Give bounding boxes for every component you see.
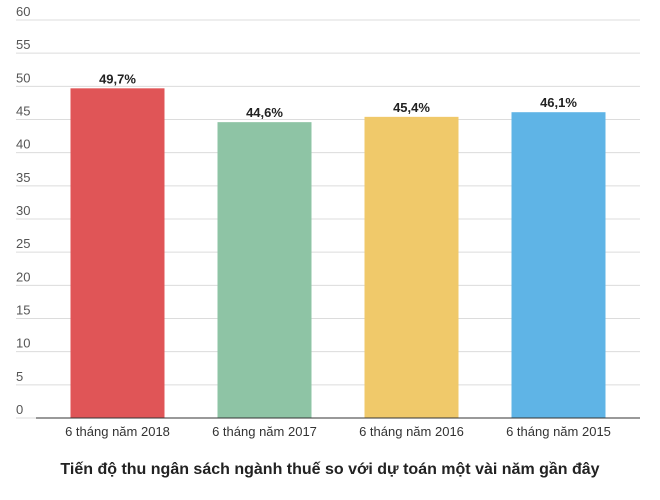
y-tick-label: 60 [16, 4, 30, 19]
y-tick-label: 50 [16, 70, 30, 85]
bar-4 [511, 112, 606, 418]
data-label: 44,6% [246, 105, 283, 120]
y-tick-label: 40 [16, 137, 30, 152]
category-label: 6 tháng năm 2015 [506, 424, 611, 439]
category-label: 6 tháng năm 2017 [212, 424, 317, 439]
bar-1 [70, 88, 165, 418]
y-tick-label: 0 [16, 402, 23, 417]
y-tick-label: 5 [16, 369, 23, 384]
y-tick-label: 30 [16, 203, 30, 218]
category-label: 6 tháng năm 2016 [359, 424, 464, 439]
category-label: 6 tháng năm 2018 [65, 424, 170, 439]
y-tick-label: 55 [16, 37, 30, 52]
bar-3 [364, 116, 459, 418]
data-labels: 49,7% 44,6% 45,4% 46,1% [99, 71, 577, 120]
y-tick-label: 15 [16, 303, 30, 318]
y-tick-label: 20 [16, 269, 30, 284]
x-axis-categories: 6 tháng năm 2018 6 tháng năm 2017 6 tháng … [65, 424, 611, 439]
y-tick-label: 35 [16, 170, 30, 185]
bar-2 [217, 122, 312, 419]
data-label: 45,4% [393, 100, 430, 115]
y-axis-ticks: 0 5 10 15 20 25 30 35 40 45 50 55 60 [16, 4, 30, 417]
y-tick-label: 45 [16, 104, 30, 119]
y-tick-label: 10 [16, 336, 30, 351]
y-tick-label: 25 [16, 236, 30, 251]
chart-title: Tiến độ thu ngân sách ngành thuế so với … [60, 461, 599, 478]
bars [70, 88, 606, 419]
data-label: 49,7% [99, 71, 136, 86]
data-label: 46,1% [540, 95, 577, 110]
